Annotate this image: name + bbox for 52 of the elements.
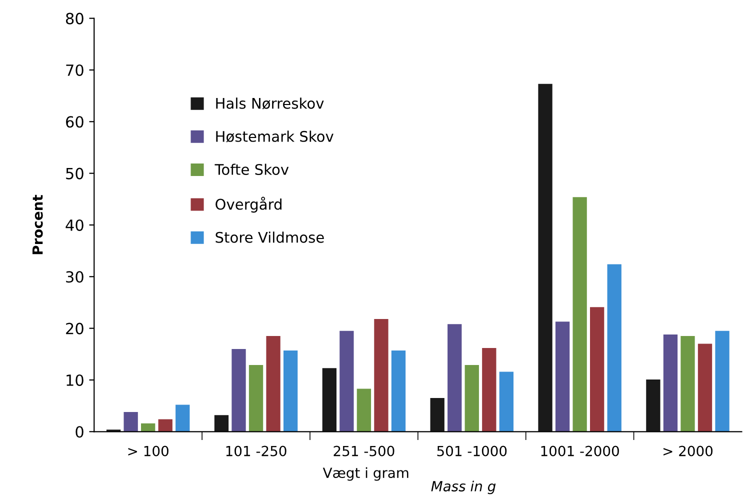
bar [680,336,695,432]
bar [340,330,354,432]
bar [266,336,280,432]
bar [646,379,660,432]
bar [555,322,570,432]
bar [232,348,246,432]
y-tick-label: 40 [66,219,84,231]
bar [715,330,730,432]
bar [283,350,298,432]
y-tick-label: 70 [66,64,84,76]
bar [464,364,479,432]
bar [538,84,552,432]
x-tick-label: 1001 -2000 [541,446,619,456]
x-tick-label: > 100 [128,446,168,456]
bar [698,344,712,432]
bar [248,364,264,432]
bar [572,197,587,432]
legend-label: Store Vildmose [216,232,324,243]
y-tick-label: 30 [66,271,84,283]
bar [141,423,156,432]
x-axis-title: Vægt i gram [322,467,408,481]
bar [482,348,496,432]
x-tick-label: > 2000 [664,446,713,456]
legend-label: Overgård [216,196,282,213]
bar [214,415,229,432]
y-tick-label: 50 [66,168,84,180]
bar [499,372,514,432]
bar [663,334,678,432]
y-axis-title: Procent [32,194,43,254]
x-tick-label: 101 -250 [226,446,286,456]
x-tick-label: 251 -500 [334,446,394,456]
y-tick-label: 20 [66,322,84,334]
bar [448,324,462,432]
x-tick-label: 501 -1000 [437,446,507,456]
bar [124,412,138,432]
bar [374,319,388,432]
legend-label: Tofte Skov [214,164,289,176]
y-tick-label: 0 [76,426,84,438]
bar [590,307,604,432]
bar [430,398,444,432]
y-tick-label: 80 [66,12,84,24]
bar [356,388,372,432]
legend-label: Hals Nørreskov [216,98,324,110]
bar [158,419,172,432]
bar [607,264,622,432]
bar [176,404,190,432]
y-tick-label: 60 [66,116,84,128]
legend-label: Høstemark Skov [216,130,334,142]
y-tick-label: 10 [66,374,84,386]
bar [391,350,406,432]
bar [322,368,336,432]
text: Mass in g [431,480,496,494]
